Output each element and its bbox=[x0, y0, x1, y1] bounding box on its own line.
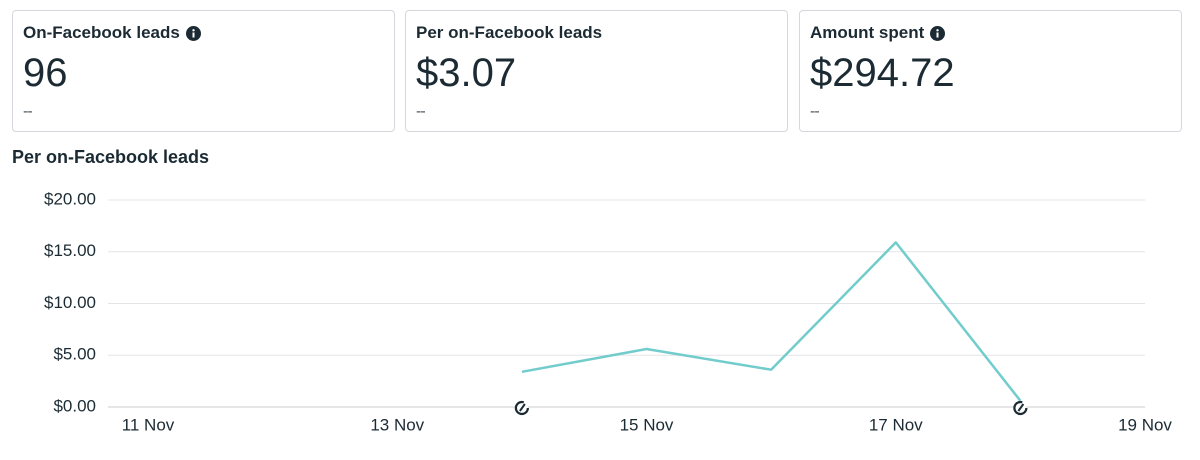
y-tick-label: $10.00 bbox=[44, 293, 96, 312]
info-icon[interactable] bbox=[185, 25, 201, 41]
x-tick-label: 17 Nov bbox=[869, 415, 923, 434]
axis-marker-icon bbox=[1013, 400, 1028, 416]
metric-card[interactable]: Per on-Facebook leads $3.07 -- bbox=[405, 10, 788, 132]
card-value: $294.72 bbox=[810, 51, 955, 95]
x-tick-label: 15 Nov bbox=[620, 415, 674, 434]
info-icon[interactable] bbox=[930, 25, 946, 41]
card-title: Per on-Facebook leads bbox=[416, 23, 603, 42]
x-tick-label: 19 Nov bbox=[1118, 415, 1172, 434]
card-value: 96 bbox=[23, 51, 68, 95]
icon-needle bbox=[1017, 403, 1025, 412]
x-tick-label: 11 Nov bbox=[122, 415, 175, 434]
axis-marker-icon bbox=[514, 400, 529, 416]
card-change: -- bbox=[23, 103, 33, 120]
data-line bbox=[521, 241, 1022, 402]
card-title: Amount spent bbox=[810, 23, 925, 42]
y-tick-label: $20.00 bbox=[44, 189, 96, 208]
card-change: -- bbox=[416, 103, 426, 120]
card-title-row: Per on-Facebook leads bbox=[416, 23, 602, 43]
y-tick-label: $0.00 bbox=[53, 396, 96, 415]
y-tick-label: $15.00 bbox=[44, 241, 96, 260]
metric-card[interactable]: On-Facebook leads 96 -- bbox=[12, 10, 395, 132]
metric-card[interactable]: Amount spent $294.72 -- bbox=[799, 10, 1182, 132]
card-title: On-Facebook leads bbox=[23, 23, 180, 42]
x-tick-label: 13 Nov bbox=[370, 415, 424, 434]
card-change: -- bbox=[810, 103, 820, 120]
card-value: $3.07 bbox=[416, 51, 517, 95]
icon-needle bbox=[519, 403, 526, 412]
chart-title: Per on-Facebook leads bbox=[12, 147, 209, 167]
card-title-row: Amount spent bbox=[810, 23, 946, 43]
card-title-row: On-Facebook leads bbox=[23, 23, 201, 43]
y-tick-label: $5.00 bbox=[53, 345, 96, 364]
